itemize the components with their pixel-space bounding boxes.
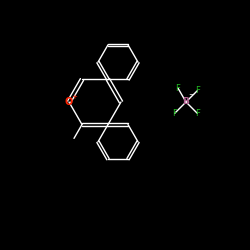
Text: F: F (176, 84, 180, 93)
Text: −: − (188, 92, 194, 98)
Text: O: O (65, 97, 73, 107)
Text: F: F (172, 109, 177, 118)
Text: +: + (71, 94, 77, 100)
Text: B: B (182, 98, 190, 106)
Text: F: F (195, 86, 200, 95)
Text: F: F (195, 109, 200, 118)
